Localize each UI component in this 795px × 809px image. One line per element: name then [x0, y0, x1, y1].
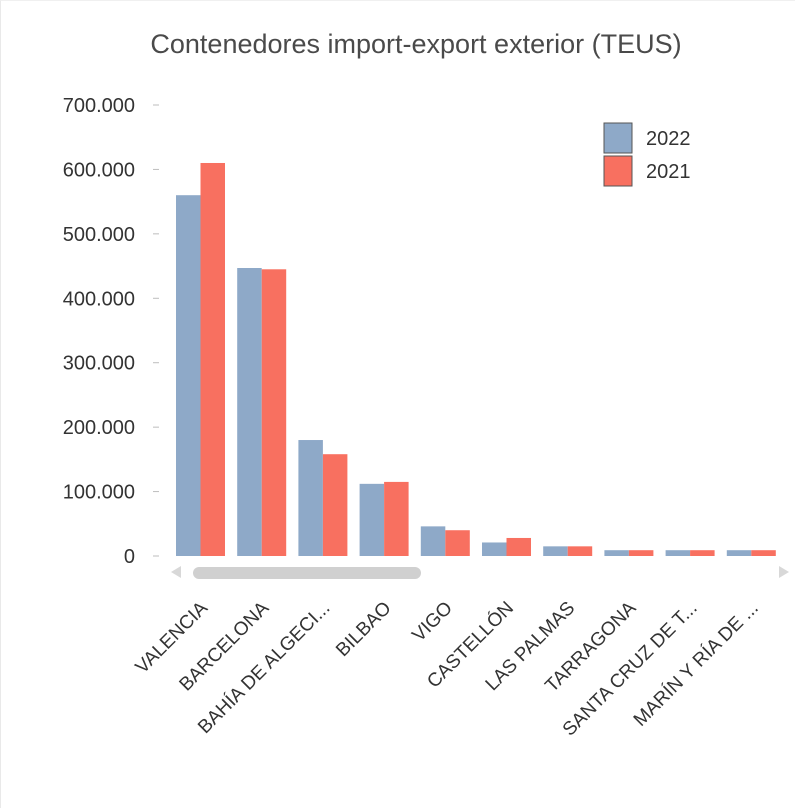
x-category-label: VIGO — [408, 598, 456, 646]
bars-group — [176, 162, 776, 556]
scrollbar-thumb[interactable] — [193, 567, 421, 579]
horizontal-scrollbar[interactable] — [171, 566, 789, 579]
bar-2021[interactable] — [628, 550, 654, 556]
bar-2021[interactable] — [445, 530, 470, 556]
scroll-right-arrow-icon[interactable] — [779, 566, 789, 578]
y-tick-label: 300.000 — [63, 353, 135, 375]
bar-2022[interactable] — [604, 550, 629, 556]
bar-2021[interactable] — [690, 550, 715, 556]
legend-label: 2022 — [646, 128, 691, 150]
bar-2022[interactable] — [543, 546, 568, 556]
bar-2021[interactable] — [506, 537, 532, 556]
bar-2022[interactable] — [726, 550, 752, 556]
bar-2021[interactable] — [567, 546, 593, 556]
bar-2022[interactable] — [176, 195, 201, 556]
bar-2021[interactable] — [261, 269, 287, 556]
y-tick-label: 0 — [124, 546, 135, 568]
bar-2021[interactable] — [322, 454, 348, 556]
y-axis: 0 100.000 200.000 300.000 400.000 500.000 600.… — [63, 95, 159, 568]
legend-swatch — [603, 155, 633, 187]
bar-2022[interactable] — [420, 526, 446, 556]
y-tick-label: 700.000 — [63, 95, 135, 117]
y-tick-label: 200.000 — [63, 417, 135, 439]
y-tick-label: 100.000 — [63, 482, 135, 504]
bar-2021[interactable] — [200, 162, 226, 556]
y-tick-label: 400.000 — [63, 288, 135, 310]
bar-2022[interactable] — [359, 483, 385, 556]
bar-2022[interactable] — [665, 550, 691, 556]
legend-label: 2021 — [646, 161, 691, 183]
bar-2022[interactable] — [482, 542, 507, 556]
bar-2021[interactable] — [384, 481, 409, 556]
y-tick-label: 600.000 — [63, 159, 135, 181]
y-tick-label: 500.000 — [63, 224, 135, 246]
legend-swatch — [603, 122, 633, 154]
bar-2021[interactable] — [751, 550, 776, 556]
x-category-label: BILBAO — [332, 598, 395, 661]
legend: 2022 2021 — [603, 122, 691, 187]
bar-2022[interactable] — [237, 268, 262, 556]
chart-title: Contenedores import-export exterior (TEU… — [150, 29, 681, 59]
scroll-left-arrow-icon[interactable] — [171, 566, 181, 578]
bar-2022[interactable] — [298, 440, 323, 556]
